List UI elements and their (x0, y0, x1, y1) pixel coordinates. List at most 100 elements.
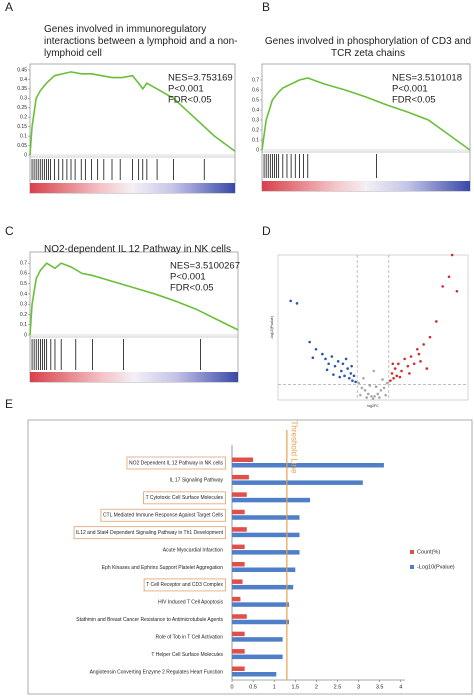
point (455, 289, 459, 293)
point (357, 381, 361, 385)
category-label: NO2 Dependent IL 12 Pathway in NK cells (129, 460, 224, 466)
point (346, 367, 349, 370)
x-tick-label: 2 (315, 684, 318, 690)
point (389, 379, 392, 382)
point (378, 396, 381, 399)
point (344, 357, 348, 361)
bar (232, 463, 384, 468)
category-label: T Helper Cell Surface Molecules (151, 652, 223, 658)
annotation: P<0.001 (392, 84, 428, 95)
x-tick-label: 0.5 (249, 684, 257, 690)
annotation: P<0.001 (168, 84, 204, 95)
category-label: Role of Tob in T Cell Activation (155, 634, 223, 640)
bar (232, 584, 294, 590)
point (341, 362, 345, 366)
point (408, 372, 411, 375)
y-tick-label: 0.1 (20, 133, 27, 139)
point (352, 374, 356, 378)
point (409, 355, 413, 358)
category-label: Acute Myocardial Infarction (163, 547, 224, 553)
bar (232, 474, 249, 480)
bar (232, 654, 283, 660)
point (398, 375, 402, 379)
y-tick-label: 0.45 (17, 67, 27, 73)
category-label: CTL Mediated Immune Response Against Tar… (103, 513, 224, 519)
annotation: NES=3.5100267 (170, 261, 240, 272)
panel-letter: E (5, 397, 13, 411)
point (406, 364, 410, 368)
point (324, 357, 327, 361)
point (360, 386, 364, 390)
category-label: IL 17 Signaling Pathway (170, 478, 224, 484)
y-tick-label: 0.4 (252, 107, 259, 113)
highlight-box (73, 526, 227, 540)
point (382, 386, 386, 390)
bar (232, 544, 245, 550)
legend-swatch (410, 550, 414, 554)
y-tick-label: 0.2 (20, 312, 27, 318)
point (330, 355, 334, 358)
bar (232, 527, 247, 532)
point (395, 374, 399, 378)
y-tick-label: 0.1 (20, 322, 27, 328)
y-tick-label: 0.3 (252, 117, 259, 123)
x-tick-label: 1.5 (291, 684, 299, 690)
bar (232, 532, 300, 538)
bar (232, 562, 245, 567)
x-tick-label: 0 (230, 684, 233, 690)
point (333, 364, 337, 368)
y-tick-label: 0.25 (17, 105, 27, 111)
bar (232, 497, 311, 503)
x-tick-label: 3 (357, 684, 360, 690)
point (354, 380, 357, 384)
point (376, 392, 380, 396)
point (349, 372, 353, 375)
point (289, 299, 292, 303)
panel-letter: A (5, 0, 13, 14)
category-label: HIV Induced T Cell Apoptosis (158, 600, 223, 606)
y-tick-label: 0.4 (20, 77, 27, 83)
x-tick-label: 1 (273, 684, 276, 690)
bar (232, 614, 247, 619)
point (391, 362, 395, 366)
point (381, 378, 384, 381)
highlight-box (143, 491, 226, 505)
x-axis-label: log2FC (367, 404, 379, 408)
point (372, 369, 376, 373)
point (441, 285, 444, 288)
point (416, 347, 419, 351)
point (373, 395, 376, 398)
annotation: NES=3.5101018 (392, 73, 462, 84)
highlight-box (143, 578, 226, 592)
point (338, 375, 342, 379)
enrichment-line (261, 77, 471, 151)
annotation: NES=3.753169 (168, 73, 233, 84)
legend-label: Count(%) (417, 549, 440, 555)
y-tick-label: 0.05 (17, 143, 27, 149)
enrichment-line (29, 71, 236, 156)
bar (232, 480, 363, 485)
rank-gradient (262, 181, 470, 191)
point (332, 373, 335, 376)
annotation: FDR<0.05 (170, 283, 214, 294)
point (363, 389, 367, 392)
point (384, 393, 387, 397)
y-tick-label: 0.15 (17, 124, 27, 130)
y-tick-label: 0.7 (20, 260, 27, 266)
highlight-box (126, 456, 226, 470)
y-tick-label: 0.3 (20, 96, 27, 102)
rank-gradient (30, 372, 238, 382)
point (368, 384, 372, 387)
y-tick-label: 0.35 (17, 86, 27, 92)
bar (232, 457, 254, 462)
bar (232, 649, 245, 654)
point (366, 392, 370, 396)
point (385, 381, 389, 385)
point (403, 357, 406, 361)
panel-letter: D (262, 224, 271, 238)
x-tick-label: 2.5 (334, 684, 342, 690)
category-label: Stathmin and Breast Cancer Resistance to… (76, 617, 223, 623)
category-label: T Cell Receptor and CD3 Complex (146, 582, 223, 588)
point (362, 376, 365, 380)
